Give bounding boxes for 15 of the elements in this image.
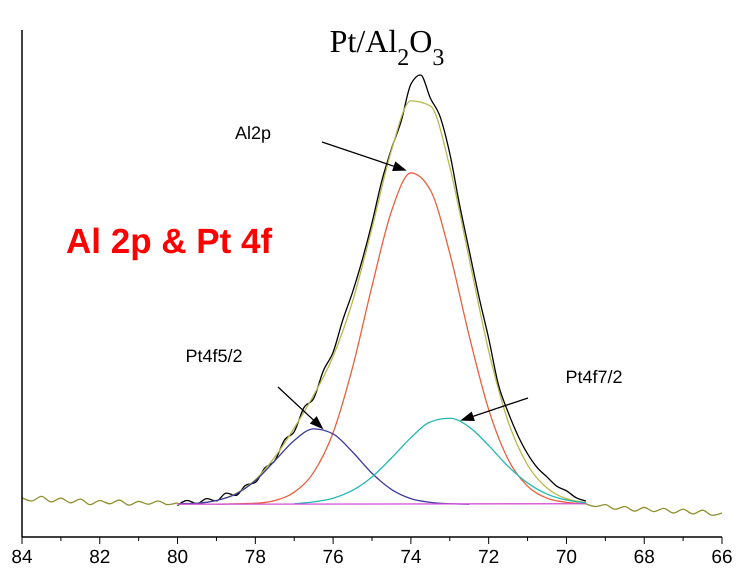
chart-title: Pt/Al$_{2}$O$_{3}$ — [330, 23, 444, 71]
annotation: Pt4f5/2 — [185, 346, 243, 366]
x-tick-label: 80 — [166, 547, 188, 568]
x-tick-label: 74 — [400, 547, 422, 568]
annotation: Al2p — [234, 123, 272, 143]
annotation: Al 2p & Pt 4f — [66, 222, 272, 261]
x-tick-label: 70 — [556, 547, 578, 568]
x-tick-label: 66 — [711, 547, 733, 568]
x-tick-label: 68 — [634, 547, 655, 568]
annotation: Pt4f7/2 — [565, 367, 623, 387]
x-tick-label: 72 — [478, 547, 500, 568]
x-tick-label: 82 — [89, 547, 110, 568]
x-tick-label: 76 — [322, 547, 344, 568]
x-tick-label: 78 — [244, 547, 266, 568]
x-tick-label: 84 — [11, 547, 33, 568]
